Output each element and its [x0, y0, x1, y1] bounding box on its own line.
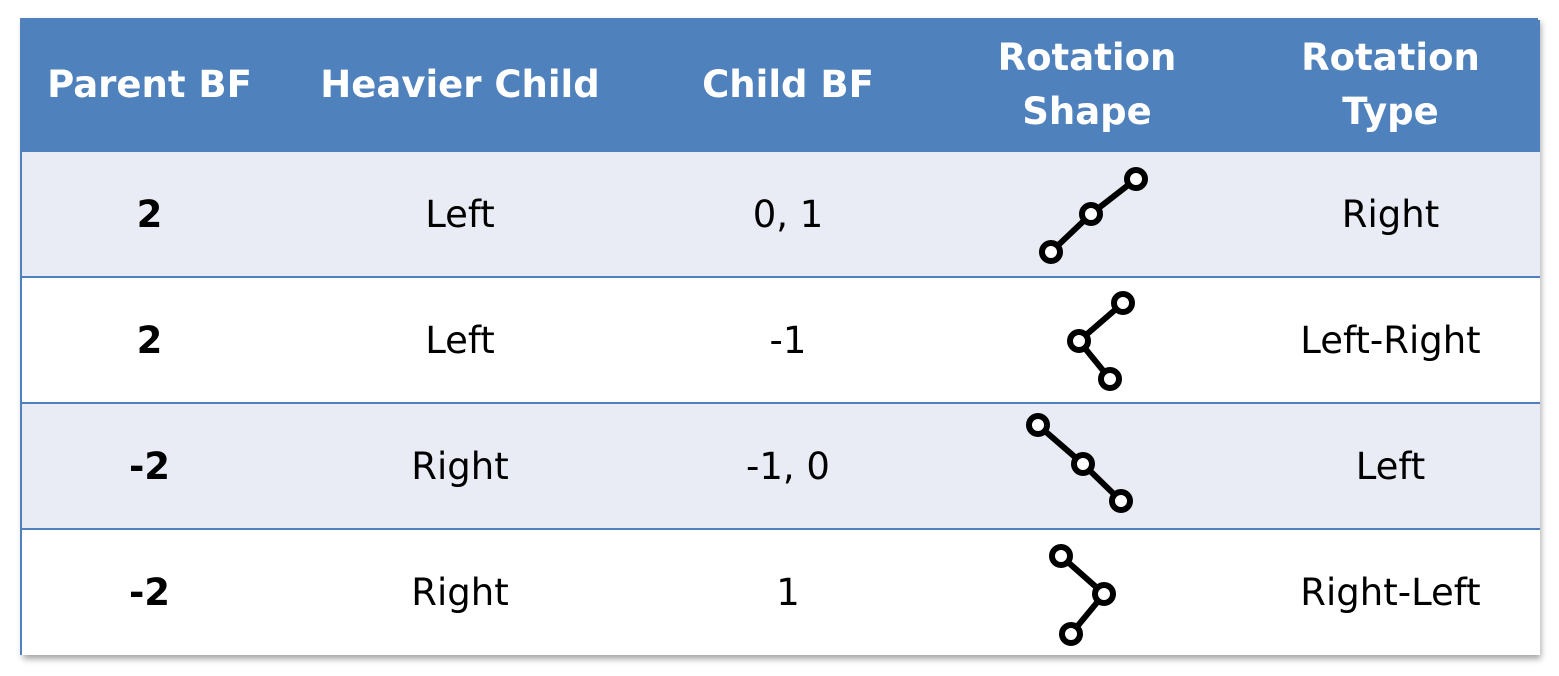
cell-heavier-child: Left	[277, 276, 643, 403]
table-row: 2 Left -1 Left-Right	[22, 276, 1540, 403]
cell-rotation-type: Right	[1241, 150, 1540, 277]
header-heavier-child: Heavier Child	[277, 20, 643, 151]
header-rotation-type-line2: Type	[1342, 90, 1439, 133]
cell-rotation-type: Left-Right	[1241, 276, 1540, 403]
left-left-line-icon	[1039, 167, 1148, 264]
cell-rotation-shape	[933, 150, 1241, 277]
header-rotation-type-line1: Rotation	[1301, 36, 1480, 79]
table-body: 2 Left 0, 1 Right 2 Left -	[22, 150, 1540, 655]
header-child-bf-label: Child BF	[702, 63, 874, 106]
cell-child-bf: 1	[643, 528, 933, 655]
cell-rotation-shape	[933, 528, 1241, 655]
header-parent-bf: Parent BF	[22, 20, 277, 151]
cell-rotation-shape	[933, 276, 1241, 403]
avl-rotation-table-container: Parent BF Heavier Child Child BF Rotatio…	[20, 18, 1540, 655]
table-row: -2 Right -1, 0 Left	[22, 402, 1540, 529]
cell-child-bf: -1	[643, 276, 933, 403]
right-left-zigzag-icon	[1049, 543, 1116, 646]
header-parent-bf-label: Parent BF	[47, 63, 252, 106]
header-rotation-type: Rotation Type	[1241, 20, 1540, 151]
cell-heavier-child: Left	[277, 150, 643, 277]
cell-child-bf: -1, 0	[643, 402, 933, 529]
header-rotation-shape-line2: Shape	[1022, 90, 1152, 133]
header-heavier-child-label: Heavier Child	[320, 63, 600, 106]
cell-parent-bf: 2	[22, 276, 277, 403]
avl-rotation-table: Parent BF Heavier Child Child BF Rotatio…	[22, 20, 1540, 655]
table-header: Parent BF Heavier Child Child BF Rotatio…	[22, 20, 1540, 151]
cell-child-bf: 0, 1	[643, 150, 933, 277]
right-right-line-icon	[1026, 413, 1133, 513]
cell-rotation-shape	[933, 402, 1241, 529]
header-rotation-shape-line1: Rotation	[997, 36, 1177, 79]
cell-rotation-type: Left	[1241, 402, 1540, 529]
header-rotation-shape: Rotation Shape	[933, 20, 1241, 151]
table-row: 2 Left 0, 1 Right	[22, 150, 1540, 277]
cell-parent-bf: -2	[22, 402, 277, 529]
cell-parent-bf: -2	[22, 528, 277, 655]
cell-parent-bf: 2	[22, 150, 277, 277]
cell-rotation-type: Right-Left	[1241, 528, 1540, 655]
cell-heavier-child: Right	[277, 402, 643, 529]
left-right-zigzag-icon	[1067, 291, 1135, 391]
header-child-bf: Child BF	[643, 20, 933, 151]
table-row: -2 Right 1 Right-Left	[22, 528, 1540, 655]
header-row: Parent BF Heavier Child Child BF Rotatio…	[22, 20, 1540, 151]
cell-heavier-child: Right	[277, 528, 643, 655]
